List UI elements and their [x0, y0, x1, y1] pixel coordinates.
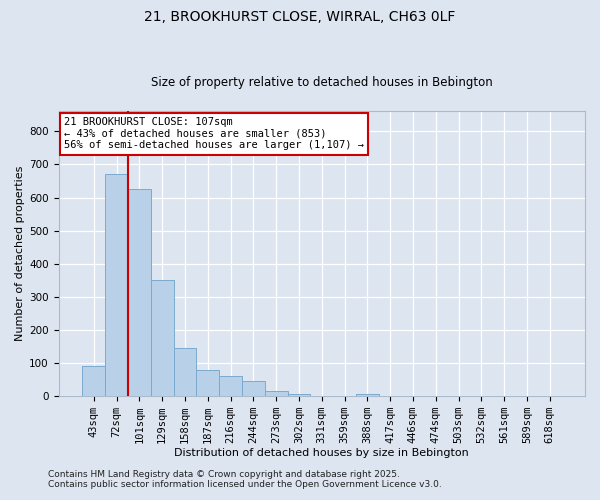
Text: 21 BROOKHURST CLOSE: 107sqm
← 43% of detached houses are smaller (853)
56% of se: 21 BROOKHURST CLOSE: 107sqm ← 43% of det… — [64, 117, 364, 150]
Bar — [287, 394, 310, 396]
Bar — [128, 190, 151, 396]
Text: Contains HM Land Registry data © Crown copyright and database right 2025.
Contai: Contains HM Land Registry data © Crown c… — [48, 470, 442, 489]
X-axis label: Distribution of detached houses by size in Bebington: Distribution of detached houses by size … — [175, 448, 469, 458]
Bar — [105, 174, 128, 396]
Y-axis label: Number of detached properties: Number of detached properties — [15, 166, 25, 342]
Bar — [173, 348, 196, 396]
Title: Size of property relative to detached houses in Bebington: Size of property relative to detached ho… — [151, 76, 493, 90]
Bar — [196, 370, 219, 396]
Bar — [242, 381, 265, 396]
Bar — [219, 376, 242, 396]
Bar — [151, 280, 173, 396]
Bar — [356, 394, 379, 396]
Bar — [265, 391, 287, 396]
Bar — [82, 366, 105, 396]
Text: 21, BROOKHURST CLOSE, WIRRAL, CH63 0LF: 21, BROOKHURST CLOSE, WIRRAL, CH63 0LF — [145, 10, 455, 24]
